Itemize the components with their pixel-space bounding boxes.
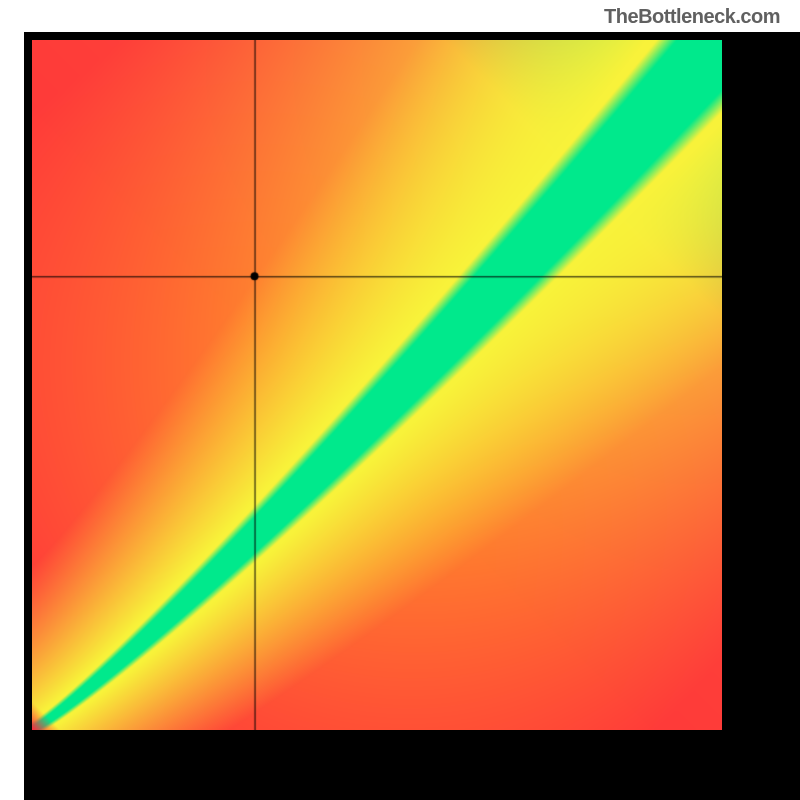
heatmap-canvas: [32, 40, 722, 730]
chart-inner: [32, 40, 722, 730]
bottom-black-strip: [24, 738, 800, 800]
attribution-text: TheBottleneck.com: [604, 6, 780, 29]
chart-frame: [24, 32, 730, 738]
right-black-strip: [730, 32, 800, 738]
page: TheBottleneck.com: [0, 0, 800, 800]
